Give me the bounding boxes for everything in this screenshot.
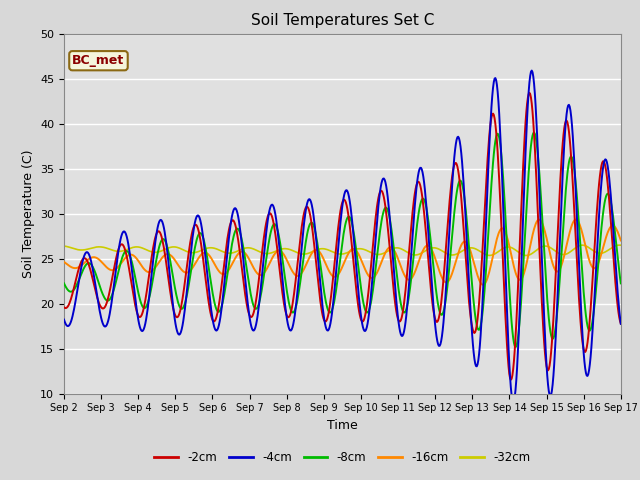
Title: Soil Temperatures Set C: Soil Temperatures Set C [251,13,434,28]
X-axis label: Time: Time [327,419,358,432]
Text: BC_met: BC_met [72,54,125,67]
Y-axis label: Soil Temperature (C): Soil Temperature (C) [22,149,35,278]
Legend: -2cm, -4cm, -8cm, -16cm, -32cm: -2cm, -4cm, -8cm, -16cm, -32cm [150,446,535,469]
